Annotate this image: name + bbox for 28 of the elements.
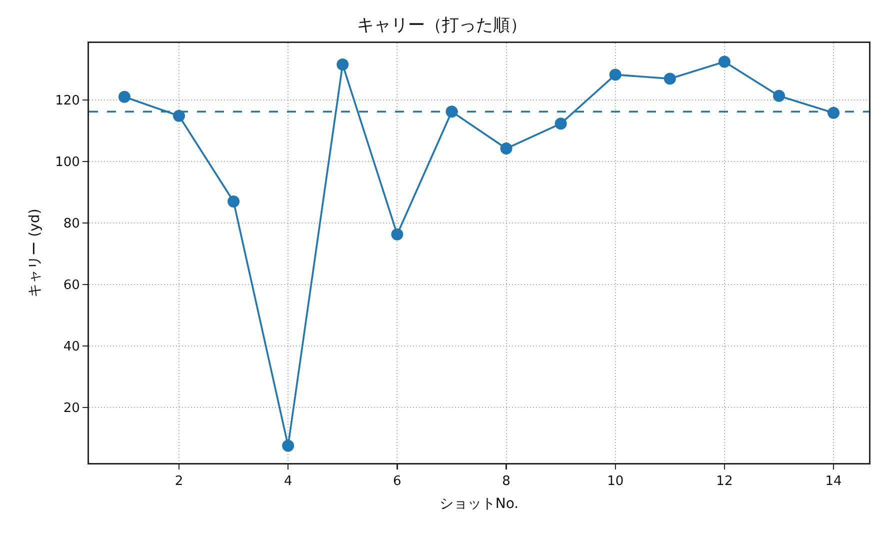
point	[282, 440, 294, 452]
point	[664, 72, 676, 85]
y-tick-label: 40	[63, 340, 80, 355]
x-tick-label: 10	[607, 474, 624, 490]
point	[718, 56, 730, 68]
point	[336, 58, 349, 71]
point	[554, 118, 567, 130]
x-tick-label: 4	[284, 474, 292, 490]
x-tick-label: 8	[502, 474, 510, 490]
y-tick-label: 120	[55, 93, 80, 108]
point	[500, 142, 512, 155]
y-tick-label: 100	[55, 155, 80, 170]
point	[773, 90, 785, 102]
y-tick-label: 80	[63, 216, 80, 232]
y-tick-label: 60	[63, 278, 80, 294]
x-tick-label: 6	[393, 474, 402, 490]
x-tick-label: 2	[174, 474, 184, 490]
y-axis-title: キャリー (yd)	[26, 208, 43, 298]
point	[391, 228, 404, 240]
x-tick-label: 12	[716, 474, 733, 490]
y-tick-label: 20	[63, 401, 80, 416]
point	[173, 110, 185, 122]
point	[228, 195, 240, 208]
x-axis-title: ショットNo.	[439, 496, 519, 512]
point	[609, 68, 622, 81]
x-tick-label: 14	[825, 474, 842, 490]
point	[118, 90, 130, 103]
chart-title: キャリー（打った順）	[357, 15, 527, 36]
